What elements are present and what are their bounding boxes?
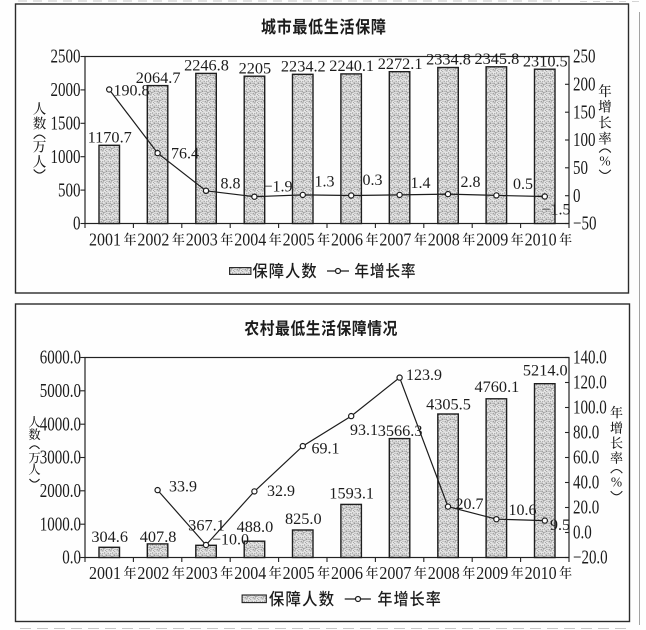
svg-text:500: 500 <box>58 179 81 200</box>
svg-text:825.0: 825.0 <box>285 509 322 528</box>
svg-text:2005: 2005 <box>283 229 315 249</box>
svg-text:120.0: 120.0 <box>573 372 607 393</box>
svg-text:0.3: 0.3 <box>363 172 383 189</box>
svg-text:2006: 2006 <box>331 563 363 583</box>
svg-text:2002: 2002 <box>137 563 169 583</box>
svg-text:2345.8: 2345.8 <box>475 49 520 68</box>
svg-text:10.6: 10.6 <box>509 502 537 519</box>
svg-text:1593.1: 1593.1 <box>329 484 374 503</box>
svg-text:2246.8: 2246.8 <box>184 56 229 75</box>
svg-text:40.0: 40.0 <box>573 472 599 493</box>
svg-text:190.8: 190.8 <box>114 83 150 100</box>
svg-text:0: 0 <box>73 213 81 234</box>
svg-text:50: 50 <box>573 157 588 178</box>
svg-text:304.6: 304.6 <box>91 527 128 546</box>
svg-text:2004: 2004 <box>234 229 266 249</box>
svg-text:123.9: 123.9 <box>406 367 442 384</box>
svg-text:2009: 2009 <box>476 229 508 249</box>
svg-text:2001: 2001 <box>89 563 121 583</box>
svg-text:2240.1: 2240.1 <box>329 56 374 75</box>
svg-text:2010: 2010 <box>525 229 557 249</box>
svg-text:2064.7: 2064.7 <box>136 68 181 87</box>
svg-text:−10.0: −10.0 <box>212 532 249 549</box>
svg-text:2000: 2000 <box>51 79 81 100</box>
svg-text:2001: 2001 <box>89 229 121 249</box>
svg-text:60.0: 60.0 <box>573 447 599 468</box>
svg-text:1000: 1000 <box>51 146 81 167</box>
svg-text:5000.0: 5000.0 <box>40 380 81 401</box>
svg-text:407.8: 407.8 <box>140 527 177 546</box>
svg-text:93.1: 93.1 <box>350 422 378 439</box>
svg-text:2.8: 2.8 <box>461 174 481 191</box>
svg-text:−1.9: −1.9 <box>264 179 293 196</box>
svg-text:2002: 2002 <box>137 229 169 249</box>
svg-text:%: % <box>599 154 610 169</box>
svg-text:32.9: 32.9 <box>267 483 295 500</box>
svg-text:0.0: 0.0 <box>62 547 81 568</box>
svg-text:2003: 2003 <box>186 563 218 583</box>
svg-text:69.1: 69.1 <box>312 441 340 458</box>
svg-text:2004: 2004 <box>234 563 266 583</box>
svg-text:250: 250 <box>573 46 596 67</box>
svg-text:488.0: 488.0 <box>237 517 274 536</box>
svg-text:2006: 2006 <box>331 229 363 249</box>
svg-text:2000.0: 2000.0 <box>40 480 81 501</box>
svg-text:200: 200 <box>573 74 596 95</box>
svg-text:2005: 2005 <box>283 563 315 583</box>
svg-text:2003: 2003 <box>186 229 218 249</box>
svg-text:1.4: 1.4 <box>411 175 431 192</box>
svg-text:2205: 2205 <box>239 58 272 77</box>
svg-text:4305.5: 4305.5 <box>426 395 471 414</box>
svg-text:%: % <box>611 475 622 490</box>
svg-text:2500: 2500 <box>51 46 81 67</box>
svg-text:3000.0: 3000.0 <box>40 447 81 468</box>
svg-text:150: 150 <box>573 102 596 123</box>
svg-text:0.0: 0.0 <box>573 522 592 543</box>
svg-text:33.9: 33.9 <box>169 479 197 496</box>
svg-text:1.3: 1.3 <box>315 174 335 191</box>
svg-text:4000.0: 4000.0 <box>40 414 81 435</box>
svg-text:3566.3: 3566.3 <box>378 421 423 440</box>
svg-text:100.0: 100.0 <box>573 397 607 418</box>
svg-text:4760.1: 4760.1 <box>475 377 520 396</box>
svg-text:20.7: 20.7 <box>456 496 484 513</box>
svg-text:2009: 2009 <box>476 563 508 583</box>
svg-text:80.0: 80.0 <box>573 422 599 443</box>
svg-text:367.1: 367.1 <box>188 516 225 535</box>
svg-text:−20.0: −20.0 <box>573 547 608 568</box>
svg-text:1000.0: 1000.0 <box>40 514 81 535</box>
svg-text:−50: −50 <box>573 213 597 234</box>
svg-text:2010: 2010 <box>525 563 557 583</box>
svg-text:2008: 2008 <box>428 229 460 249</box>
svg-text:0.5: 0.5 <box>513 176 533 193</box>
svg-text:2007: 2007 <box>379 229 411 249</box>
svg-text:140.0: 140.0 <box>573 347 607 368</box>
svg-text:2008: 2008 <box>428 563 460 583</box>
svg-text:1170.7: 1170.7 <box>88 128 132 147</box>
svg-text:2334.8: 2334.8 <box>426 50 471 69</box>
svg-text:2007: 2007 <box>379 563 411 583</box>
svg-text:5214.0: 5214.0 <box>523 360 568 379</box>
svg-text:6000.0: 6000.0 <box>40 347 81 368</box>
svg-text:1500: 1500 <box>51 113 81 134</box>
svg-text:76.4: 76.4 <box>171 146 199 163</box>
svg-text:100: 100 <box>573 129 596 150</box>
svg-text:2310.5: 2310.5 <box>523 51 568 70</box>
svg-text:−1.5: −1.5 <box>542 202 571 219</box>
svg-text:2272.1: 2272.1 <box>378 54 423 73</box>
svg-text:20.0: 20.0 <box>573 497 599 518</box>
svg-text:0: 0 <box>573 185 581 206</box>
svg-text:8.8: 8.8 <box>221 176 241 193</box>
svg-text:2234.2: 2234.2 <box>281 57 326 76</box>
svg-text:9.5: 9.5 <box>550 517 570 534</box>
